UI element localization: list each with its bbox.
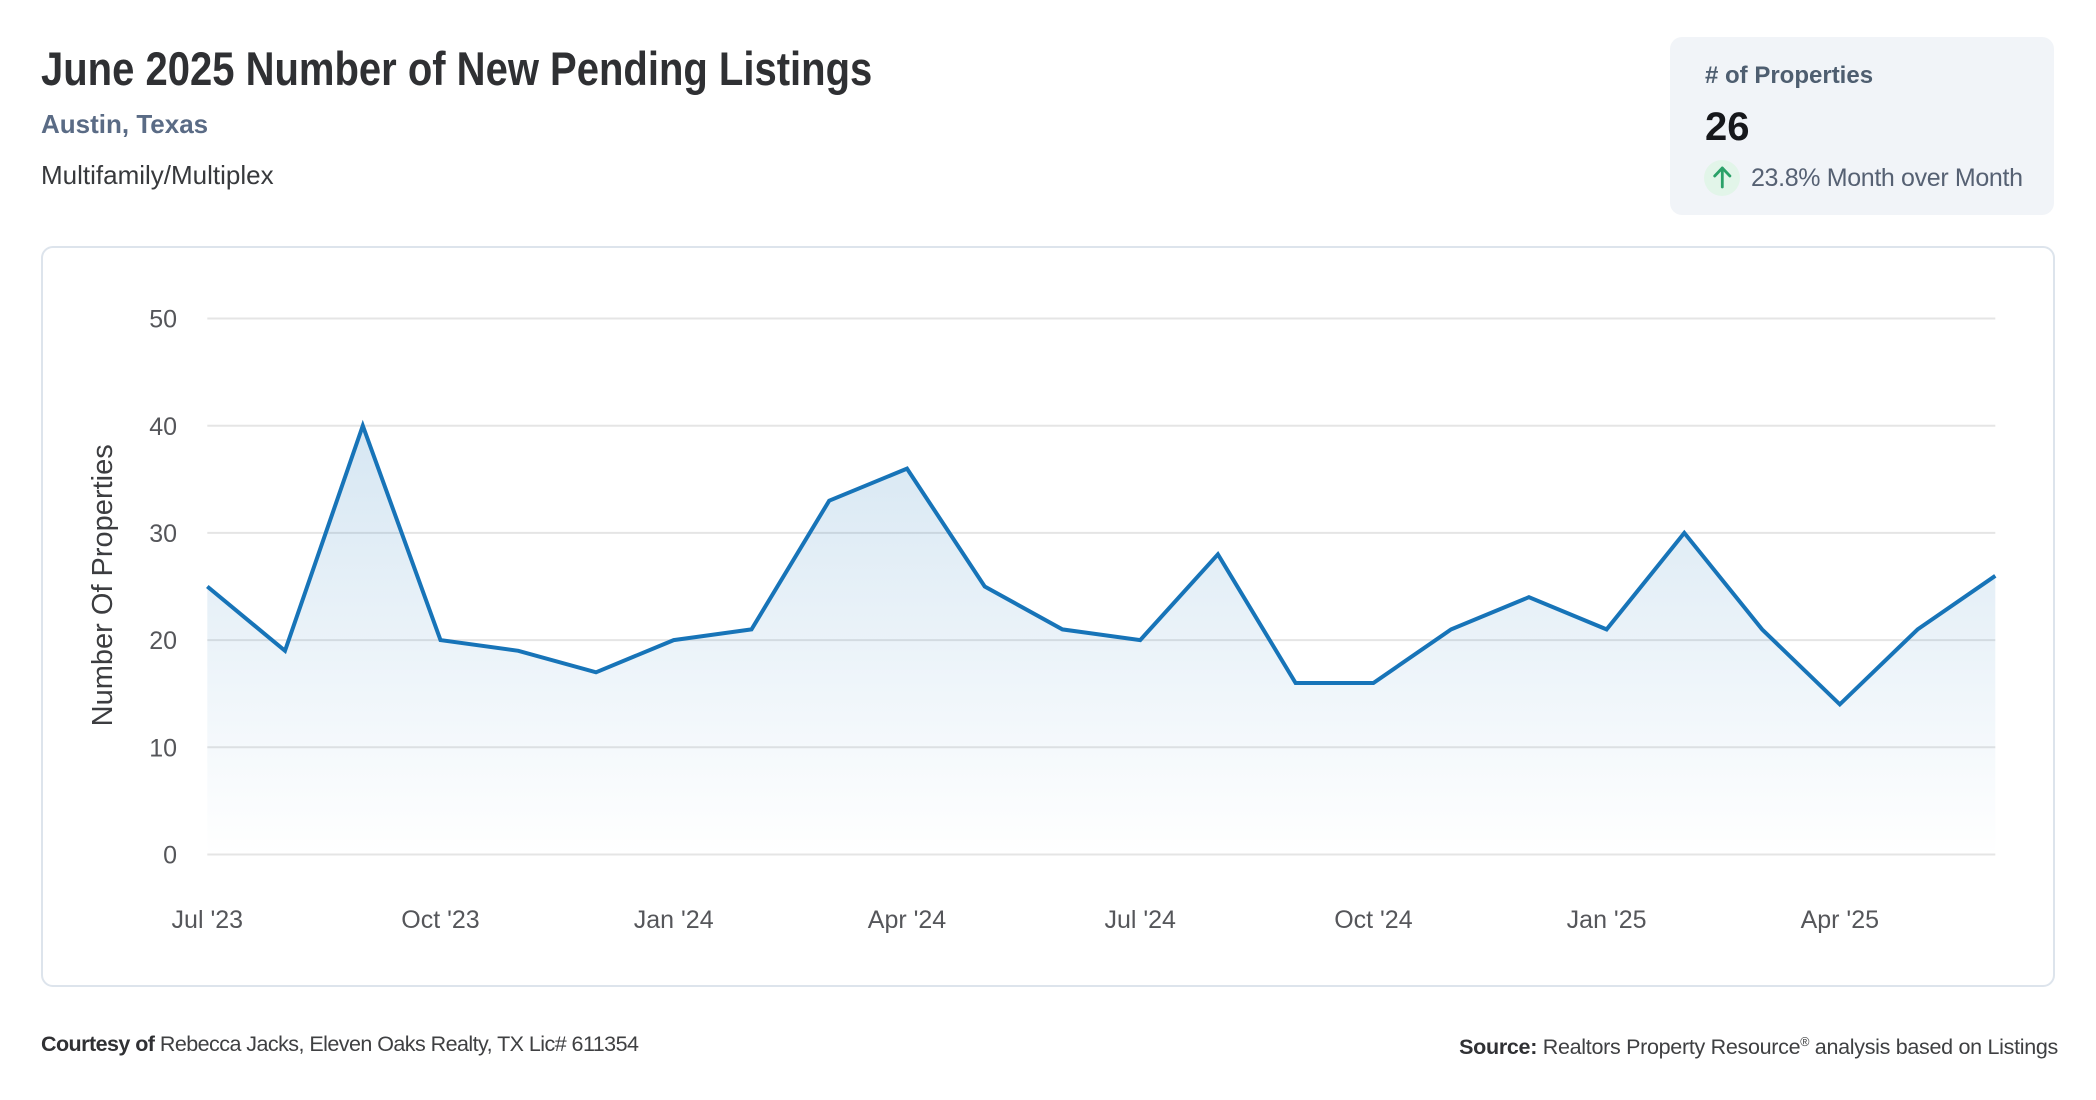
svg-text:Jan '25: Jan '25	[1567, 906, 1647, 934]
svg-text:Jan '24: Jan '24	[634, 906, 714, 934]
svg-text:Jul '24: Jul '24	[1104, 906, 1176, 934]
svg-text:Apr '25: Apr '25	[1801, 906, 1879, 934]
svg-text:10: 10	[149, 734, 177, 762]
svg-text:0: 0	[163, 842, 177, 870]
svg-text:40: 40	[149, 413, 177, 441]
svg-text:Jul '23: Jul '23	[172, 906, 243, 934]
svg-text:Oct '24: Oct '24	[1334, 906, 1413, 934]
svg-text:50: 50	[149, 306, 177, 334]
svg-text:30: 30	[149, 520, 177, 548]
svg-text:20: 20	[149, 627, 177, 655]
svg-text:Number Of Properties: Number Of Properties	[87, 444, 119, 726]
svg-text:Oct '23: Oct '23	[401, 906, 479, 934]
svg-text:Apr '24: Apr '24	[868, 906, 947, 934]
